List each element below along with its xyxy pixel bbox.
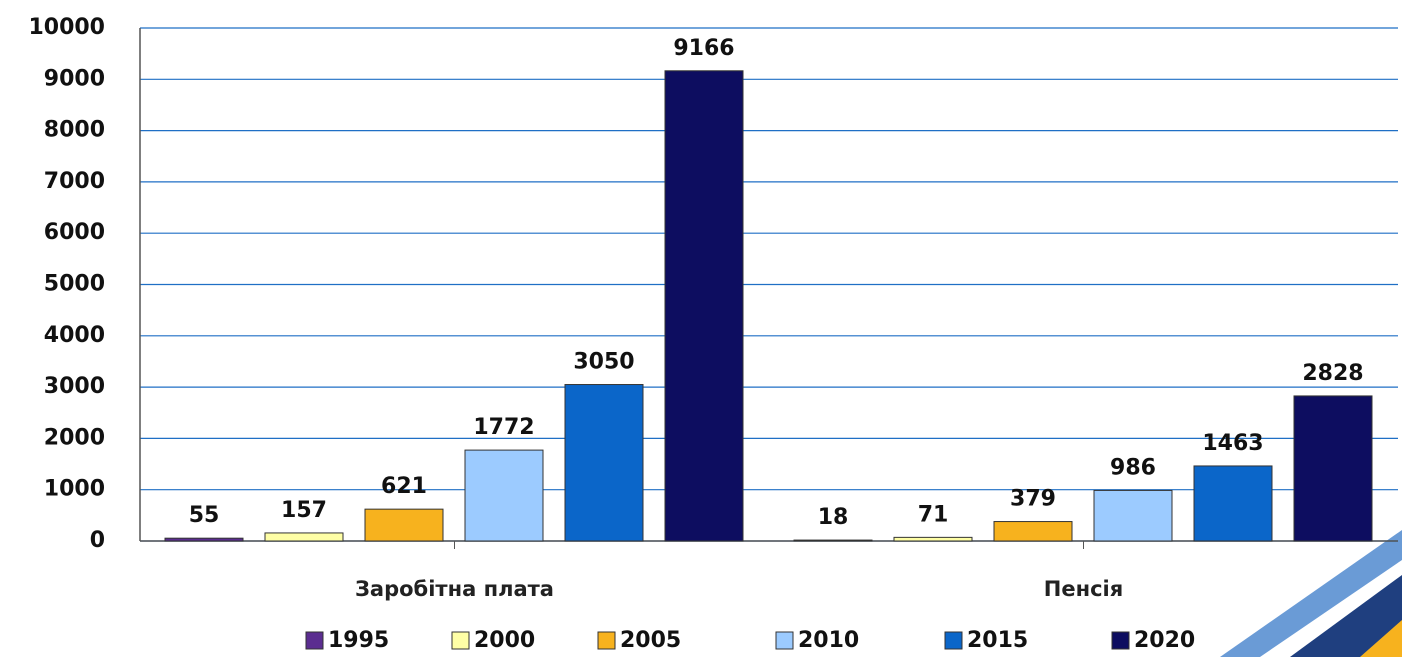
bar xyxy=(164,537,244,542)
bar xyxy=(1293,395,1373,542)
decor xyxy=(1360,620,1402,657)
bar xyxy=(993,521,1073,542)
x-tick-label: Пенсія xyxy=(1044,577,1123,601)
legend-label: 1995 xyxy=(328,628,389,653)
legend-swatch xyxy=(944,631,963,650)
bar xyxy=(664,70,744,542)
y-tick-label: 8000 xyxy=(44,118,105,143)
x-tick-label: Заробітна плата xyxy=(355,577,554,601)
y-tick-label: 9000 xyxy=(44,66,105,91)
legend-swatch xyxy=(451,631,470,650)
legend-label: 2005 xyxy=(620,628,681,653)
y-tick-label: 0 xyxy=(90,528,105,553)
legend-swatch xyxy=(775,631,794,650)
decor xyxy=(1290,575,1402,657)
bar xyxy=(464,449,544,542)
data-label: 379 xyxy=(1010,487,1056,512)
bar xyxy=(1193,465,1273,542)
data-label: 986 xyxy=(1110,455,1156,480)
y-tick-label: 6000 xyxy=(44,220,105,245)
y-tick-label: 2000 xyxy=(44,425,105,450)
legend-label: 2015 xyxy=(967,628,1028,653)
data-label: 157 xyxy=(281,498,327,523)
data-label: 621 xyxy=(381,474,427,499)
y-tick-label: 7000 xyxy=(44,169,105,194)
data-label: 9166 xyxy=(673,36,734,61)
legend-label: 2020 xyxy=(1134,628,1195,653)
bar xyxy=(893,536,973,542)
y-tick-label: 4000 xyxy=(44,323,105,348)
bar xyxy=(564,384,644,542)
data-label: 1772 xyxy=(473,415,534,440)
data-label: 18 xyxy=(818,505,849,530)
bar xyxy=(793,539,873,542)
bar xyxy=(1093,489,1173,542)
decor xyxy=(1220,530,1402,657)
data-label: 1463 xyxy=(1202,431,1263,456)
data-label: 2828 xyxy=(1302,361,1363,386)
y-tick-label: 3000 xyxy=(44,374,105,399)
y-tick-label: 5000 xyxy=(44,272,105,297)
data-label: 55 xyxy=(189,503,220,528)
data-label: 71 xyxy=(918,502,949,527)
legend-swatch xyxy=(305,631,324,650)
legend-swatch xyxy=(1111,631,1130,650)
y-tick-label: 1000 xyxy=(44,477,105,502)
bar xyxy=(364,508,444,542)
data-label: 3050 xyxy=(573,350,634,375)
legend-swatch xyxy=(597,631,616,650)
legend-label: 2000 xyxy=(474,628,535,653)
legend-label: 2010 xyxy=(798,628,859,653)
bar xyxy=(264,532,344,542)
y-tick-label: 10000 xyxy=(28,15,105,40)
